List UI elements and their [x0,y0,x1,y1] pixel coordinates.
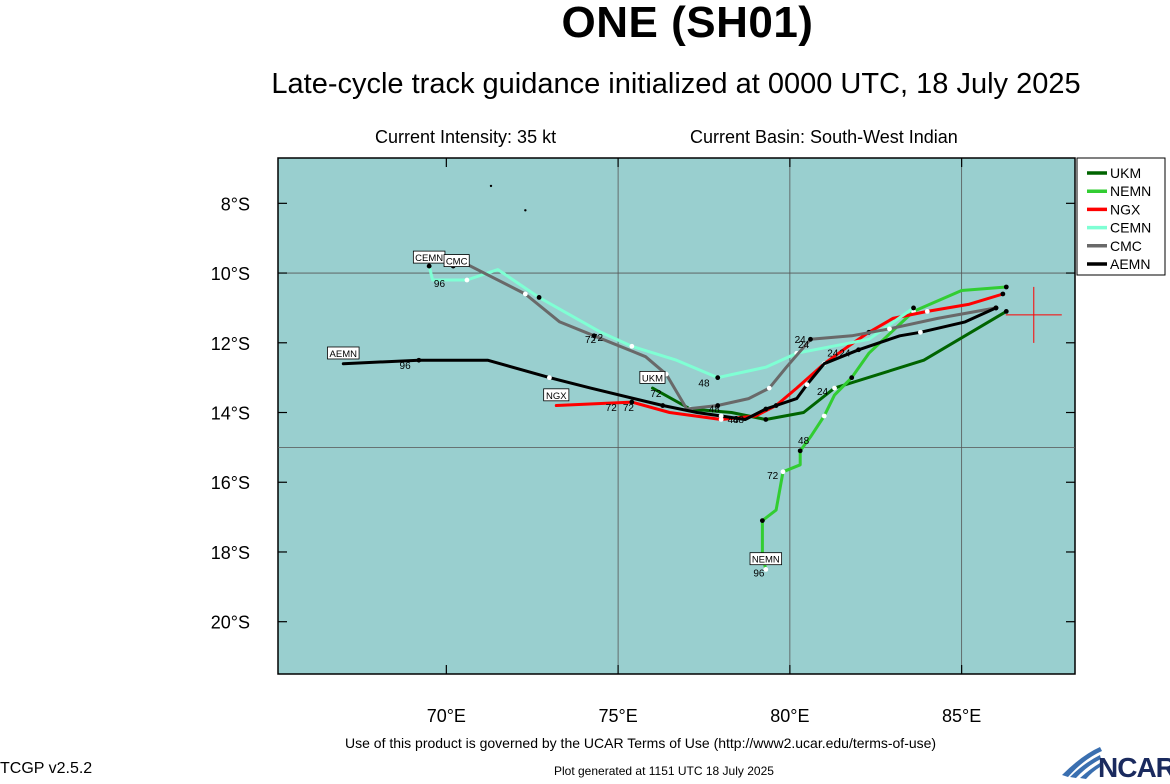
forecast-hour-label: 72 [650,389,662,400]
track-point-cemn [629,343,635,349]
track-point-nemn [1003,284,1009,290]
track-point-ukm [1003,309,1009,314]
forecast-hour-label: 96 [434,279,446,290]
island-marker [524,209,527,212]
forecast-hour-label: 72 [767,471,779,482]
terms-of-use-text: Use of this product is governed by the U… [345,735,937,751]
ocean-background [277,157,1076,675]
track-point-ngx [718,417,724,422]
forecast-hour-label: 96 [753,568,765,579]
track-point-aemn [660,403,666,408]
current-basin: Current Basin: South-West Indian [690,127,958,147]
forecast-hour-label: 24 [795,335,807,346]
model-tag-box [543,388,570,402]
ncar-logo-text: NCAR [1098,752,1170,783]
legend-label-aemn: AEMN [1110,256,1150,272]
track-point-nemn [849,375,855,381]
lon-tick-label: 75°E [598,706,637,726]
track-ngx [554,292,1005,421]
forecast-hour-label: 48 [733,415,745,426]
model-tag-cemn: CEMN [415,253,443,264]
forecast-hour-label: 72 [606,403,618,414]
forecast-hour-label: 48 [728,415,740,426]
version-label: TCGP v2.5.2 [0,760,93,777]
lat-tick-label: 14°S [211,404,250,424]
track-point-aemn [546,375,552,381]
lat-tick-label: 8°S [221,194,250,214]
track-point-cmc [766,385,772,391]
forecast-hour-label: 24 [827,349,839,360]
forecast-hour-label: 24 [798,340,810,351]
track-point-ukm [763,417,769,422]
forecast-hour-label: 48 [798,436,810,447]
forecast-hour-label: 72 [623,403,635,414]
track-point-cemn [715,375,721,381]
chart-subtitle: Late-cycle track guidance initialized at… [271,68,1081,100]
forecast-hour-label: 24 [839,349,851,360]
track-point-aemn [993,305,999,311]
lat-tick-label: 10°S [211,264,250,284]
track-point-cmc [522,291,528,297]
track-point-cmc [715,403,721,408]
legend-label-ngx: NGX [1110,201,1141,217]
track-point-aemn [416,357,422,363]
track-point-cemn [464,277,470,283]
track-point-ngx [1000,291,1006,297]
lon-tick-label: 80°E [770,706,809,726]
track-point-nemn [797,448,803,454]
island-marker [489,184,493,188]
track-point-aemn [856,347,861,353]
track-point-ngx [629,399,635,405]
track-point-cemn [911,305,916,311]
track-point-cmc [591,333,597,339]
track-point-nemn [780,469,786,475]
track-point-cmc [808,336,813,342]
model-tag-box [443,254,470,267]
legend-box [1076,157,1166,276]
track-aemn [341,306,998,421]
lat-tick-label: 18°S [211,543,250,563]
track-point-ngx [924,309,930,314]
model-tag-cmc: CMC [446,257,468,268]
track-point-nemn [759,518,765,523]
model-tag-nemn: NEMN [752,555,780,566]
track-point-aemn [804,382,810,388]
track-point-ukm [832,385,837,391]
forecast-hour-label: 72 [592,333,604,344]
track-point-nemn [821,413,827,419]
forecast-hour-label: 72 [585,335,597,346]
track-ukm [651,309,1008,421]
forecast-hour-label: 96 [400,361,412,372]
plot-generated-text: Plot generated at 1151 UTC 18 July 2025 [554,764,774,778]
track-point-aemn [763,406,769,412]
track-point-nemn [763,567,769,572]
model-tag-box [327,346,360,360]
chart-title: ONE (SH01) [561,0,814,47]
track-point-aemn [718,413,724,419]
lon-tick-label: 85°E [942,706,981,726]
forecast-hour-label: 48 [698,378,710,389]
legend-label-cmc: CMC [1110,238,1142,254]
lat-tick-label: 20°S [211,613,250,633]
legend-label-cemn: CEMN [1110,220,1151,236]
track-point-aemn [918,329,923,335]
legend-label-nemn: NEMN [1110,183,1151,199]
lon-tick-label: 70°E [427,706,466,726]
track-point-cemn [536,295,542,300]
forecast-hour-label: 48 [709,405,721,416]
track-point-cmc [887,326,892,332]
model-tag-box [639,370,666,384]
model-tag-ngx: NGX [546,391,567,402]
model-tag-ukm: UKM [642,373,663,384]
lat-tick-label: 16°S [211,473,250,493]
model-tag-aemn: AEMN [330,349,358,360]
current-intensity: Current Intensity: 35 kt [375,127,557,147]
ncar-logo-icon [1062,747,1102,779]
legend-label-ukm: UKM [1110,165,1141,181]
forecast-hour-label: 24 [817,387,829,398]
model-tag-box [749,552,783,566]
track-point-cemn [426,263,432,269]
lat-tick-label: 12°S [211,334,250,354]
